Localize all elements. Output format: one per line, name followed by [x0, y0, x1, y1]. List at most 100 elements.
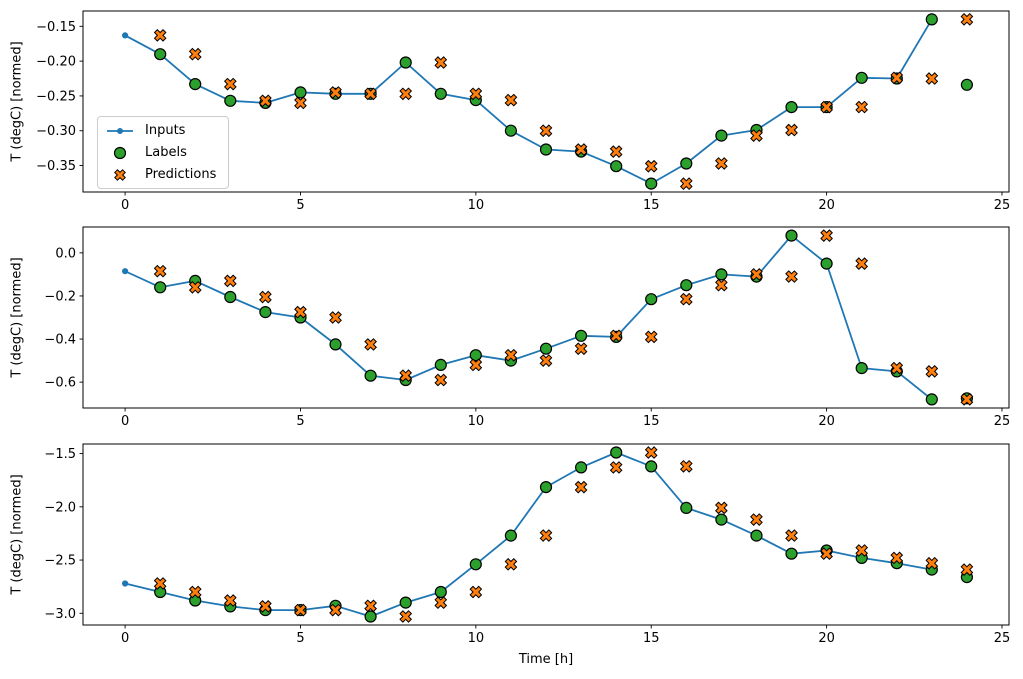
- labels-marker: [925, 393, 938, 406]
- axes-frame: [82, 443, 1010, 626]
- predictions-marker: [785, 529, 798, 542]
- y-axis-label-top: T (degC) [normed]: [9, 41, 25, 162]
- x-tick-label: 15: [643, 414, 660, 429]
- predictions-marker: [504, 557, 518, 571]
- predictions-marker: [188, 280, 202, 294]
- labels-marker: [610, 446, 623, 459]
- x-tick-label: 5: [296, 198, 304, 213]
- inputs-line-dot-icon: [107, 127, 133, 134]
- predictions-marker: [188, 585, 202, 599]
- predictions-marker: [715, 157, 728, 170]
- labels-marker: [785, 100, 798, 114]
- y-tick-label: 0.0: [55, 246, 76, 261]
- x-tick-label: 20: [818, 631, 835, 646]
- predictions-marker: [574, 480, 588, 494]
- labels-marker: [539, 481, 553, 494]
- y-tick-label: −0.2: [44, 289, 76, 304]
- labels-marker: [680, 157, 693, 170]
- labels-marker: [785, 229, 798, 242]
- labels-marker: [329, 338, 342, 351]
- predictions-marker: [750, 513, 763, 526]
- predictions-marker: [644, 330, 658, 344]
- predictions-marker: [750, 268, 763, 281]
- predictions-marker: [925, 556, 939, 570]
- legend-item-labels: Labels: [105, 144, 216, 161]
- labels-marker: [645, 177, 658, 190]
- predictions-marker: [574, 143, 588, 156]
- labels-marker: [960, 78, 974, 91]
- predictions-marker: [434, 596, 448, 610]
- predictions-marker: [434, 373, 448, 387]
- predictions-marker: [399, 610, 413, 623]
- subplot-1: 0 5 10 15 20 25 −0.15 −0.20 −0.25 −0.30 −0.35: [36, 10, 1011, 213]
- predictions-marker: [329, 603, 342, 617]
- y-tick-label: −0.6: [44, 376, 76, 391]
- labels-marker: [504, 124, 517, 137]
- labels-marker: [925, 13, 938, 26]
- axes-frame: [82, 226, 1010, 409]
- y-tick-label: −0.35: [36, 159, 76, 174]
- predictions-marker: [715, 501, 728, 515]
- predictions-marker: [890, 361, 904, 375]
- inputs-marker: [122, 580, 129, 587]
- predictions-marker: [644, 446, 658, 459]
- predictions-marker: [504, 348, 518, 362]
- predictions-marker: [153, 29, 167, 42]
- labels-marker: [364, 369, 377, 382]
- subplot-2: 0 5 10 15 20 25 0.0 −0.2 −0.4 −0.6: [44, 226, 1010, 429]
- predictions-marker: [679, 292, 693, 306]
- labels-marker: [715, 268, 728, 281]
- predictions-marker: [294, 305, 307, 319]
- predictions-marker: [153, 577, 167, 590]
- y-tick-label: −2.5: [44, 554, 76, 569]
- predictions-marker: [890, 551, 904, 565]
- x-tick-label: 20: [818, 414, 835, 429]
- predictions-marker: [364, 599, 377, 613]
- x-tick-label: 0: [121, 631, 129, 646]
- predictions-marker: [539, 124, 553, 138]
- predictions-marker: [259, 94, 272, 108]
- y-tick-label: −2.0: [44, 500, 76, 515]
- predictions-marker: [399, 87, 413, 101]
- predictions-marker: [960, 393, 974, 406]
- predictions-marker: [820, 547, 833, 561]
- labels-marker: [259, 306, 272, 319]
- subplot-3: 0 5 10 15 20 25 −1.5 −2.0 −2.5 −3.0: [44, 443, 1011, 646]
- labels-marker: [434, 358, 447, 371]
- predictions-marker: [469, 87, 483, 101]
- predictions-marker: [329, 86, 342, 99]
- labels-marker: [504, 529, 517, 542]
- predictions-marker: [960, 12, 974, 26]
- predictions-marker: [750, 129, 763, 142]
- labels-marker: [680, 501, 693, 514]
- labels-marker: [715, 513, 728, 526]
- x-tick-label: 25: [994, 198, 1011, 213]
- y-tick-label: −3.0: [44, 607, 76, 622]
- predictions-marker: [960, 563, 974, 576]
- predictions-marker: [469, 358, 483, 372]
- predictions-marker: [715, 278, 728, 292]
- predictions-marker: [399, 369, 413, 383]
- y-tick-label: −0.4: [44, 333, 76, 348]
- labels-marker: [610, 160, 623, 173]
- legend-label-labels: Labels: [145, 145, 187, 160]
- legend-item-inputs: Inputs: [105, 122, 216, 139]
- legend: Inputs Labels Predictions: [97, 116, 230, 189]
- labels-marker: [399, 596, 412, 609]
- predictions-marker: [188, 47, 202, 61]
- labels-marker: [364, 610, 377, 623]
- labels-marker: [715, 129, 728, 142]
- predictions-marker: [539, 354, 553, 367]
- labels-marker: [469, 558, 482, 571]
- predictions-marker: [890, 71, 904, 85]
- legend-label-predictions: Predictions: [145, 167, 217, 182]
- predictions-marker: [223, 77, 237, 91]
- predictions-marker: [294, 96, 307, 110]
- y-tick-label: −0.20: [36, 55, 76, 70]
- y-tick-label: −0.25: [36, 89, 76, 104]
- x-tick-label: 25: [994, 631, 1011, 646]
- labels-marker: [820, 257, 833, 270]
- y-tick-label: −1.5: [44, 447, 76, 462]
